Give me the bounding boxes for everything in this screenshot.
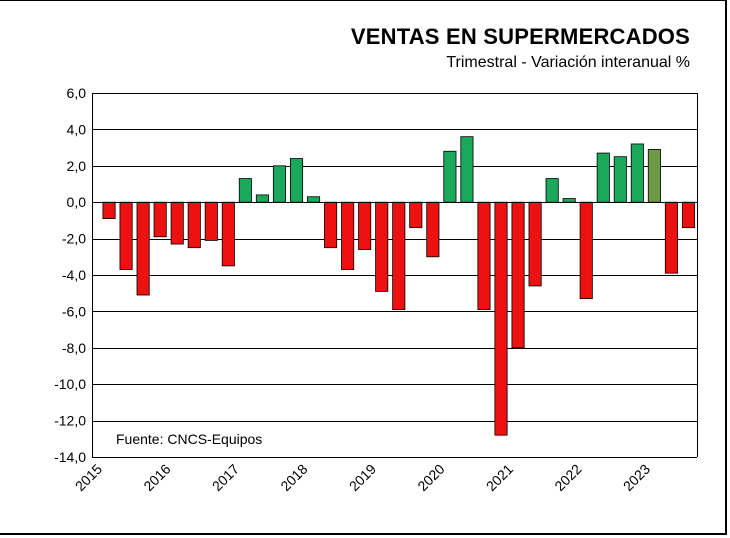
x-tick-labels: 2015 2016 2017 2018 2019 2020 2021 2022 2023 [72, 461, 653, 494]
y-tick-label: -14,0 [54, 449, 86, 465]
bar [375, 201, 389, 292]
x-tick-label: 2017 [209, 461, 242, 494]
bar [494, 201, 508, 436]
bar [324, 201, 338, 249]
bar [443, 150, 457, 203]
axes [92, 93, 698, 457]
y-tick-label: 4,0 [67, 121, 87, 137]
bar [477, 201, 491, 310]
bar [358, 201, 372, 250]
bar [511, 201, 525, 349]
bar [664, 201, 678, 274]
bar [562, 198, 576, 203]
x-tick-label: 2020 [414, 461, 447, 494]
bar [630, 143, 644, 203]
bar [545, 178, 559, 203]
note-background [108, 427, 270, 449]
y-tick-label: 2,0 [67, 158, 87, 174]
chart-subtitle: Trimestral - Variación interanual % [446, 54, 690, 71]
bar [119, 201, 133, 270]
x-tick-label: 2023 [620, 461, 653, 494]
x-tick-label: 2018 [277, 461, 310, 494]
bar [221, 201, 235, 267]
y-tick-label: -6,0 [62, 303, 86, 319]
y-tick-label: 0,0 [67, 194, 87, 210]
y-tick-label: -2,0 [62, 231, 86, 247]
bars [102, 136, 696, 436]
bar [204, 201, 218, 241]
bar [307, 196, 321, 203]
bar [289, 158, 304, 203]
bar [136, 201, 150, 296]
bar [596, 152, 610, 203]
frame-top-border [0, 0, 727, 1]
y-tick-label: 6,0 [67, 85, 87, 101]
y-tick-labels: 6,0 4,0 2,0 0,0 -2,0 -4,0 -6,0 -8,0 -10,0 -12,0 -1… [54, 85, 86, 465]
bar [460, 136, 474, 203]
bar [647, 149, 661, 203]
bar [272, 165, 286, 203]
bar [528, 201, 542, 287]
y-tick-label: -12,0 [54, 413, 86, 429]
source-note: Fuente: CNCS-Equipos [116, 431, 262, 447]
bar [170, 201, 184, 245]
x-tick-label: 2019 [346, 461, 379, 494]
x-tick-label: 2022 [551, 461, 584, 494]
bar [341, 201, 355, 270]
bar [255, 194, 269, 203]
x-tick-label: 2016 [140, 461, 173, 494]
bar [187, 201, 201, 249]
y-tick-label: -4,0 [62, 267, 86, 283]
chart-title: VENTAS EN SUPERMERCADOS [350, 24, 690, 49]
bar [153, 201, 167, 238]
bar [102, 201, 116, 219]
y-tick-label: -8,0 [62, 340, 86, 356]
bar [426, 201, 440, 258]
bar [409, 201, 423, 229]
x-tick-label: 2021 [483, 461, 516, 494]
bar [392, 201, 406, 310]
bar [613, 156, 627, 203]
y-tick-label: -10,0 [54, 376, 86, 392]
bar [681, 201, 696, 229]
x-tick-label: 2015 [72, 461, 105, 494]
bar [579, 201, 593, 300]
bar [238, 178, 252, 203]
